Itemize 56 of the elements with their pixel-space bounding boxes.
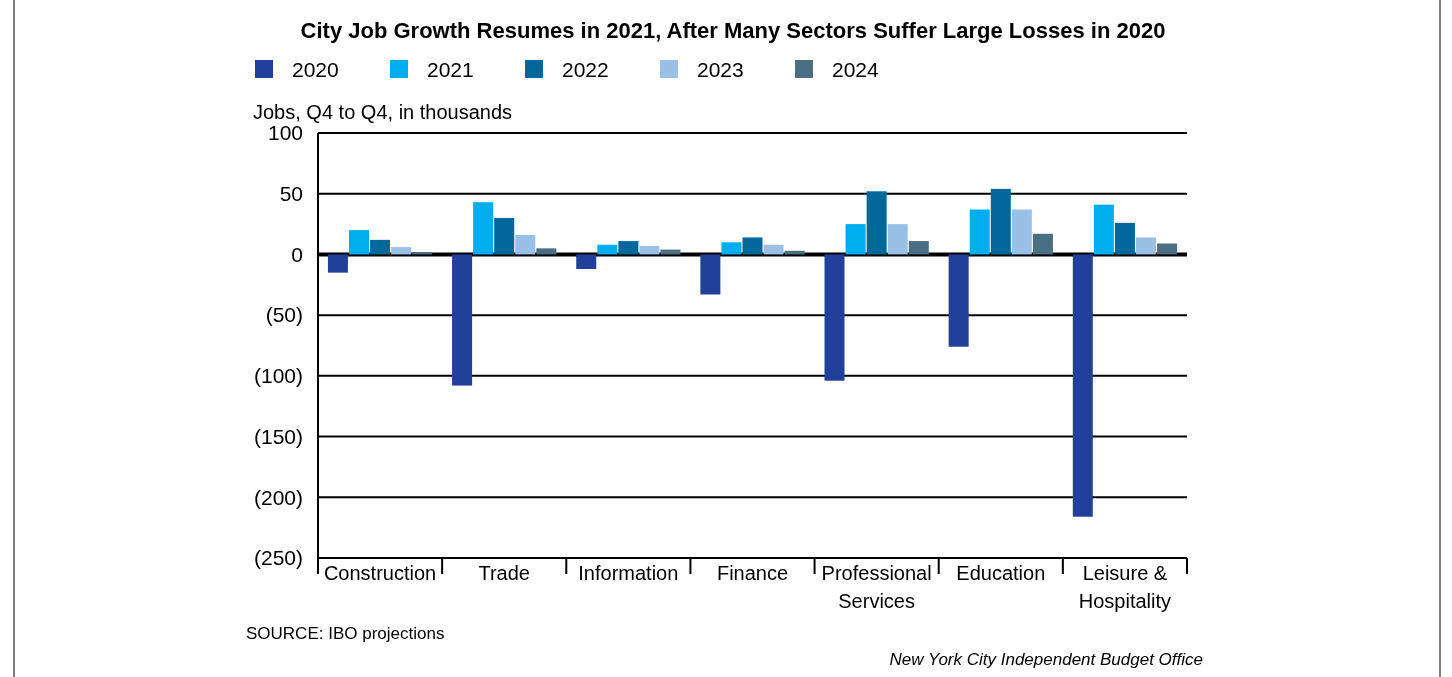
bar [536, 248, 557, 255]
bar [515, 235, 536, 255]
x-tick-label: Leisure & Hospitality [1078, 562, 1172, 612]
bar [1157, 243, 1178, 255]
source-note: SOURCE: IBO projections [246, 624, 445, 643]
bar [327, 254, 348, 273]
legend-label: 2022 [562, 58, 609, 81]
bar [618, 241, 639, 255]
legend-label: 2024 [832, 58, 880, 81]
x-tick-label: Information [578, 562, 679, 584]
text: New York City Independent Budget Office [889, 650, 1203, 669]
bar [576, 254, 597, 269]
y-tick-label: (200) [253, 485, 303, 509]
bar [473, 202, 494, 255]
bar [742, 237, 763, 255]
y-axis-title: Jobs, Q4 to Q4, in thousands [253, 101, 513, 123]
bar [494, 218, 515, 255]
legend-label: 2023 [697, 58, 744, 81]
bar [763, 244, 784, 255]
y-tick-label: (100) [253, 364, 303, 388]
x-tick-label: Construction [323, 562, 437, 584]
chart-title: City Job Growth Resumes in 2021, After Many Sectors Suffer Large Losses in 2020 [300, 18, 1166, 43]
bar [866, 191, 887, 255]
bar [370, 239, 391, 255]
bar [391, 247, 412, 255]
bar [1114, 222, 1135, 255]
y-tick-label: 100 [267, 121, 303, 145]
bar [700, 254, 721, 295]
y-tick-label: 0 [291, 242, 303, 266]
bar [1011, 209, 1032, 255]
x-tick-label: Professional Services [821, 562, 932, 612]
bar [349, 230, 370, 255]
bar [887, 224, 908, 255]
bar [908, 241, 929, 255]
y-tick-label: (250) [253, 546, 303, 570]
x-tick-label: Finance [716, 562, 789, 584]
bar [721, 242, 742, 255]
x-tick-label: Education [956, 562, 1046, 584]
bar [452, 254, 473, 386]
legend-label: 2021 [427, 58, 474, 81]
bar [845, 224, 866, 255]
bar [969, 209, 990, 255]
legend-label: 2020 [292, 58, 339, 81]
bar [1135, 237, 1156, 255]
bar [1093, 204, 1114, 255]
bar [948, 254, 969, 347]
bar [1032, 233, 1053, 255]
bar [639, 245, 660, 255]
bar [824, 254, 845, 381]
y-tick-label: (50) [265, 303, 303, 327]
bar [990, 188, 1011, 255]
y-tick-label: 50 [279, 182, 303, 206]
bar [1072, 254, 1093, 517]
y-tick-label: (150) [253, 424, 303, 448]
x-tick-label: Trade [478, 562, 530, 584]
bar [597, 244, 618, 255]
